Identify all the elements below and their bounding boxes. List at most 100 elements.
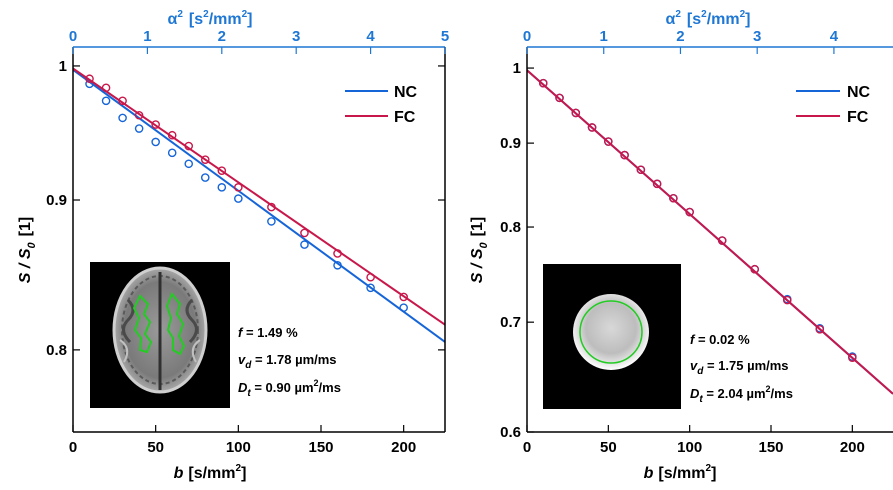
point-fc <box>815 325 825 334</box>
top-tick-label: 0 <box>523 28 531 45</box>
x-tick-label: 50 <box>147 439 164 456</box>
point-fc <box>300 228 309 238</box>
point-nc <box>184 159 194 169</box>
point-fc <box>366 272 375 282</box>
point-fc <box>848 353 857 362</box>
phantom-image <box>543 264 681 409</box>
point-nc <box>101 96 111 106</box>
point-fc <box>267 202 276 212</box>
legend-label-nc: NC <box>847 84 871 101</box>
point-fc <box>652 179 662 189</box>
point-fc <box>669 193 678 203</box>
point-nc <box>118 113 127 123</box>
y-axis-label: S / S0[1] <box>469 217 490 283</box>
point-nc <box>200 173 210 182</box>
point-fc <box>717 236 727 245</box>
point-nc <box>217 183 227 192</box>
param-vd: vd = 1.78 µm/ms <box>238 352 337 371</box>
point-nc <box>366 283 375 293</box>
top-tick-label: 3 <box>292 28 300 45</box>
top-tick-label: 4 <box>830 28 839 45</box>
x-axis-label: b [s/mm2] <box>644 463 717 482</box>
point-fc <box>151 120 160 129</box>
x-tick-label: 200 <box>840 439 865 456</box>
y-tick-label: 1 <box>513 60 521 77</box>
fit-line-fc <box>526 69 893 395</box>
param-f: f = 1.49 % <box>238 325 298 340</box>
x-tick-label: 50 <box>600 439 617 456</box>
param-dt: Dt = 2.04 µm2/ms <box>690 384 793 405</box>
point-fc <box>750 264 760 274</box>
legend-label-fc: FC <box>847 109 869 126</box>
point-nc <box>151 137 160 147</box>
brain-image <box>90 262 230 408</box>
top-tick-label: 2 <box>218 28 226 45</box>
point-fc <box>685 207 694 217</box>
point-fc <box>555 93 564 103</box>
top-tick-label: 5 <box>441 28 449 45</box>
point-nc <box>267 217 276 226</box>
point-fc <box>538 78 548 88</box>
point-fc <box>118 96 127 106</box>
point-fc <box>217 166 227 175</box>
param-dt: Dt = 0.90 µm2/ms <box>238 378 341 399</box>
legend: NC FC <box>345 84 418 126</box>
point-fc <box>234 183 243 192</box>
y-tick-label: 0.8 <box>500 219 521 236</box>
point-fc <box>101 83 111 93</box>
legend: NC FC <box>796 84 871 126</box>
top-tick-label: 1 <box>143 28 151 45</box>
x-axis-label: b [s/mm2] <box>174 463 247 482</box>
point-fc <box>620 150 629 160</box>
point-fc <box>134 110 144 120</box>
point-fc <box>167 130 177 140</box>
y-tick-label: 0.8 <box>46 342 67 359</box>
point-fc <box>587 123 597 132</box>
point-nc <box>167 148 177 158</box>
fit-line-fc <box>72 67 446 326</box>
x-tick-label: 0 <box>523 439 531 456</box>
x-tick-label: 150 <box>758 439 783 456</box>
y-tick-label: 0.7 <box>500 314 521 331</box>
top-tick-label: 0 <box>69 28 77 45</box>
y-tick-label: 0.9 <box>500 135 521 152</box>
point-fc <box>333 249 342 258</box>
top-tick-label: 1 <box>600 28 608 45</box>
point-nc <box>300 240 309 249</box>
y-tick-label: 1 <box>59 58 67 75</box>
fit-parameters: f = 1.49 % vd = 1.78 µm/ms Dt = 0.90 µm2… <box>238 325 341 399</box>
legend-label-fc: FC <box>394 109 416 126</box>
top-x-axis-label: α2 [s2/mm2] <box>666 9 751 28</box>
top-x-axis-label: α2 [s2/mm2] <box>168 9 253 28</box>
point-fc <box>571 108 581 118</box>
y-tick-label: 0.9 <box>46 192 67 209</box>
point-nc <box>134 124 144 133</box>
point-fc <box>604 137 613 146</box>
x-tick-label: 200 <box>391 439 416 456</box>
point-nc <box>234 194 243 203</box>
x-tick-label: 100 <box>226 439 251 456</box>
top-tick-label: 3 <box>753 28 761 45</box>
point-fc <box>200 155 210 164</box>
fit-parameters: f = 0.02 % vd = 1.75 µm/ms Dt = 2.04 µm2… <box>690 332 793 405</box>
x-tick-label: 0 <box>69 439 77 456</box>
point-fc <box>636 165 646 175</box>
top-tick-label: 2 <box>676 28 684 45</box>
point-fc <box>85 74 94 84</box>
top-tick-label: 4 <box>366 28 375 45</box>
param-f: f = 0.02 % <box>690 332 750 347</box>
y-axis-label: S / S0[1] <box>17 217 38 283</box>
legend-label-nc: NC <box>394 84 418 101</box>
x-tick-label: 100 <box>677 439 702 456</box>
point-nc <box>333 260 342 270</box>
point-nc <box>399 303 408 312</box>
y-tick-label: 0.6 <box>500 424 521 441</box>
x-tick-label: 150 <box>308 439 333 456</box>
point-fc <box>184 141 194 151</box>
point-fc <box>399 292 408 302</box>
param-vd: vd = 1.75 µm/ms <box>690 358 789 377</box>
point-fc <box>782 295 792 305</box>
